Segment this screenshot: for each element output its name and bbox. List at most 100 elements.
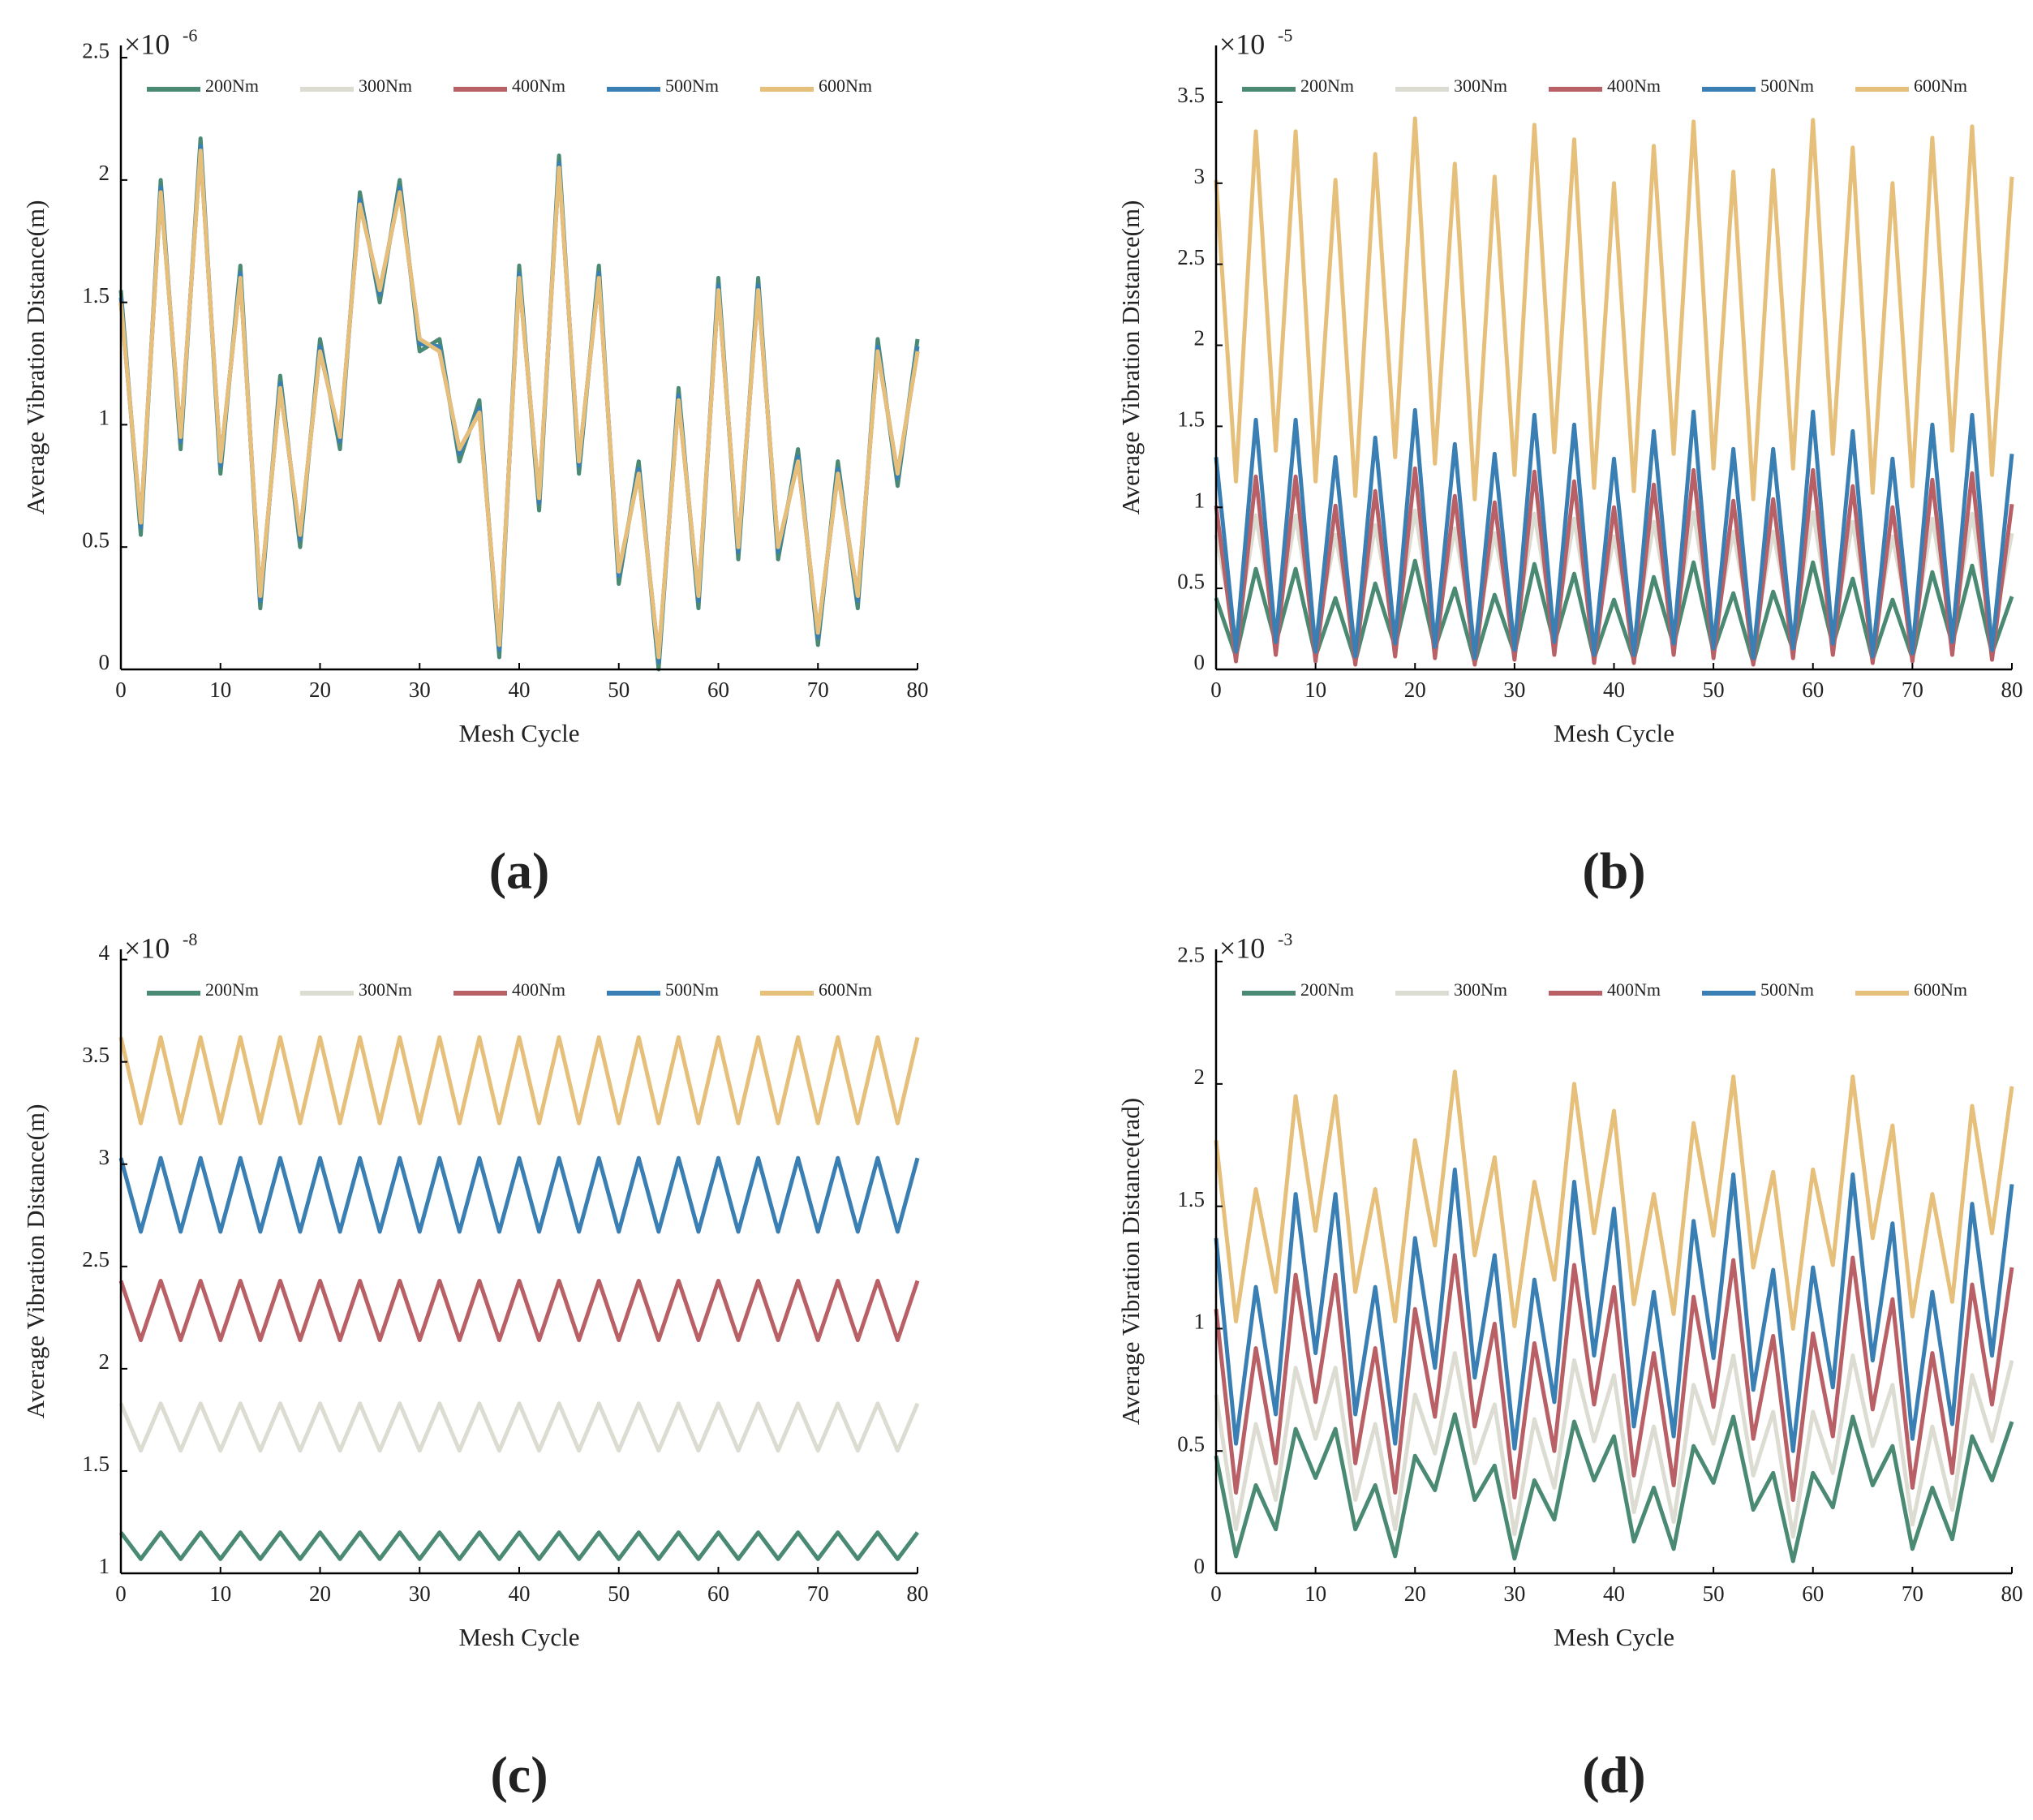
x-tick-label: 20 <box>309 1581 331 1606</box>
y-tick-label: 3.5 <box>1177 83 1205 107</box>
x-tick-label: 0 <box>1210 1581 1222 1606</box>
x-tick-label: 10 <box>1304 678 1326 702</box>
y-axis-label: Average Vibration Distance(rad) <box>1116 1098 1145 1425</box>
x-tick-label: 10 <box>209 678 231 702</box>
x-tick-label: 20 <box>1404 678 1426 702</box>
y-tick-label: 1 <box>1194 1310 1206 1334</box>
x-tick-label: 60 <box>1802 1581 1824 1606</box>
scale-multiplier: ×10 <box>124 28 170 60</box>
series-line <box>118 1278 920 1343</box>
legend-label: 400Nm <box>512 75 565 96</box>
legend-label: 400Nm <box>512 979 565 1000</box>
series-line <box>118 1155 920 1234</box>
x-tick-label: 30 <box>1503 678 1525 702</box>
x-tick-label: 30 <box>409 1581 431 1606</box>
legend-label: 200Nm <box>1300 75 1354 96</box>
x-tick-label: 70 <box>807 1581 829 1606</box>
scale-multiplier: ×10 <box>1219 932 1265 964</box>
y-tick-label: 1 <box>99 1554 110 1578</box>
scale-exponent: -3 <box>1278 929 1292 949</box>
y-tick-label: 0 <box>1194 1554 1206 1578</box>
y-tick-label: 2.5 <box>1177 245 1205 269</box>
y-axis-label: Average Vibration Distance(m) <box>21 200 49 515</box>
y-tick-label: 4 <box>99 940 110 965</box>
y-tick-label: 2 <box>1194 326 1206 351</box>
y-tick-label: 2.5 <box>1177 942 1205 966</box>
x-tick-label: 0 <box>1210 678 1222 702</box>
legend-label: 200Nm <box>205 979 259 1000</box>
legend-label: 200Nm <box>205 75 259 96</box>
series-line <box>1214 466 2014 667</box>
y-tick-label: 3.5 <box>82 1043 110 1067</box>
x-axis-label: Mesh Cycle <box>459 1623 580 1651</box>
x-tick-label: 0 <box>115 1581 127 1606</box>
y-tick-label: 2 <box>1194 1065 1206 1089</box>
y-tick-label: 0.5 <box>82 527 110 552</box>
y-tick-label: 1.5 <box>82 283 110 308</box>
y-tick-label: 1 <box>1194 488 1206 512</box>
legend-label: 600Nm <box>819 979 872 1000</box>
panel-label: (c) <box>490 1746 548 1804</box>
y-tick-label: 0 <box>99 650 110 674</box>
x-tick-label: 60 <box>707 1581 729 1606</box>
y-tick-label: 3 <box>1194 164 1206 188</box>
series-line <box>118 136 920 672</box>
series-line <box>118 144 920 665</box>
x-tick-label: 70 <box>807 678 829 702</box>
legend-label: 600Nm <box>819 75 872 96</box>
series-line <box>118 148 920 660</box>
panel-label: (d) <box>1582 1746 1645 1804</box>
x-tick-label: 40 <box>509 1581 531 1606</box>
panel-label: (b) <box>1582 842 1645 900</box>
series-line <box>1214 116 2014 501</box>
x-tick-label: 30 <box>1503 1581 1525 1606</box>
y-tick-label: 2 <box>99 161 110 185</box>
x-tick-label: 70 <box>1902 678 1923 702</box>
series-line <box>118 148 920 660</box>
x-tick-label: 50 <box>1703 678 1725 702</box>
y-tick-label: 2.5 <box>82 1247 110 1271</box>
series-line <box>1214 508 2014 644</box>
x-tick-label: 40 <box>1603 678 1625 702</box>
y-tick-label: 0 <box>1194 650 1206 674</box>
x-tick-label: 50 <box>1703 1581 1725 1606</box>
scale-exponent: -6 <box>183 25 197 45</box>
y-tick-label: 1.5 <box>1177 1187 1205 1211</box>
x-tick-label: 30 <box>409 678 431 702</box>
y-tick-label: 1.5 <box>82 1452 110 1476</box>
legend-label: 500Nm <box>1760 75 1814 96</box>
x-tick-label: 50 <box>608 1581 630 1606</box>
series-line <box>1214 1253 2014 1503</box>
x-tick-label: 20 <box>1404 1581 1426 1606</box>
series-line <box>118 1035 920 1125</box>
x-tick-label: 40 <box>1603 1581 1625 1606</box>
x-axis-label: Mesh Cycle <box>1554 1623 1674 1651</box>
series-line <box>1214 1412 2014 1564</box>
x-tick-label: 50 <box>608 678 630 702</box>
legend-label: 500Nm <box>665 75 719 96</box>
y-tick-label: 0.5 <box>1177 569 1205 593</box>
legend-label: 600Nm <box>1914 979 1967 1000</box>
series-line <box>118 1530 920 1561</box>
scale-exponent: -8 <box>183 929 197 949</box>
legend-label: 500Nm <box>1760 979 1814 1000</box>
legend-label: 300Nm <box>1454 75 1507 96</box>
legend-label: 300Nm <box>359 979 412 1000</box>
scale-exponent: -5 <box>1278 25 1292 45</box>
legend-label: 300Nm <box>1454 979 1507 1000</box>
series-line <box>1214 558 2014 665</box>
legend-label: 400Nm <box>1607 75 1661 96</box>
scale-multiplier: ×10 <box>1219 28 1265 60</box>
x-tick-label: 80 <box>2001 1581 2023 1606</box>
legend-label: 400Nm <box>1607 979 1661 1000</box>
y-tick-label: 1 <box>99 406 110 430</box>
y-tick-label: 2.5 <box>82 38 110 62</box>
x-tick-label: 80 <box>2001 678 2023 702</box>
x-tick-label: 0 <box>115 678 127 702</box>
x-tick-label: 20 <box>309 678 331 702</box>
x-tick-label: 60 <box>1802 678 1824 702</box>
y-axis-label: Average Vibration Distance(m) <box>21 1104 49 1419</box>
x-tick-label: 60 <box>707 678 729 702</box>
x-axis-label: Mesh Cycle <box>1554 719 1674 747</box>
